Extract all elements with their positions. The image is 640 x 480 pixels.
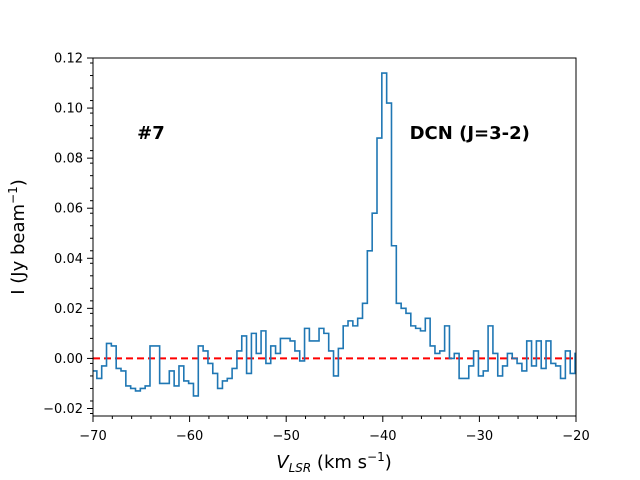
x-tick-label: −40 [369,429,396,444]
source-label: #7 [137,123,165,144]
y-axis-label: I (Jy beam−1) [6,179,29,295]
line-label: DCN (J=3-2) [410,123,530,144]
y-tick-label: 0.06 [54,202,83,217]
y-tick-label: 0.02 [54,302,83,317]
y-tick-label: 0.12 [54,52,83,67]
x-tick-label: −20 [562,429,589,444]
y-tick-label: 0.08 [54,152,83,167]
plot-area [93,72,576,397]
x-axis-label: VLSR (km s−1) [276,450,392,475]
spectrum-series-line [93,72,576,397]
y-axis: −0.02 0.00 0.02 0.04 0.06 0.08 0.10 0.12 [43,52,93,417]
x-tick-label: −70 [79,429,106,444]
plot-frame [92,57,577,417]
y-tick-label: 0.10 [54,102,83,117]
x-tick-label: −30 [466,429,493,444]
y-tick-label: 0.04 [54,252,83,267]
x-tick-label: −60 [176,429,203,444]
y-tick-label: 0.00 [54,352,83,367]
x-axis: −70 −60 −50 −40 −30 −20 [79,416,590,444]
x-tick-label: −50 [272,429,299,444]
y-tick-label: −0.02 [43,402,83,417]
